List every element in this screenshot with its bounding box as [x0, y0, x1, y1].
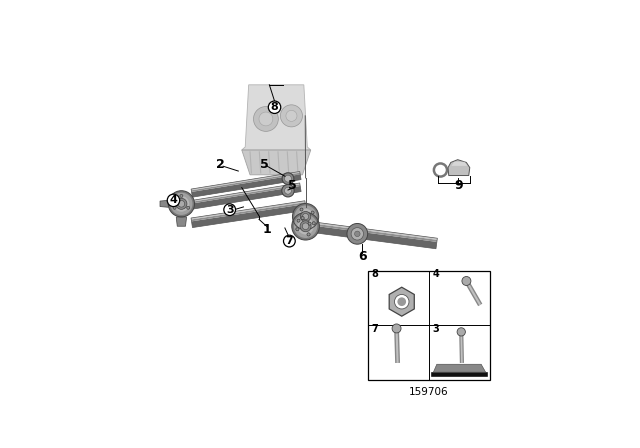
Text: 4: 4	[433, 269, 439, 279]
Polygon shape	[448, 159, 470, 176]
Polygon shape	[242, 150, 311, 175]
Circle shape	[301, 217, 303, 219]
Circle shape	[296, 228, 299, 231]
Circle shape	[462, 276, 471, 285]
Circle shape	[188, 207, 189, 209]
Polygon shape	[191, 183, 300, 201]
Circle shape	[187, 206, 190, 209]
Text: 1: 1	[262, 223, 271, 236]
Circle shape	[392, 324, 401, 333]
Circle shape	[285, 187, 291, 194]
Circle shape	[170, 193, 193, 215]
Circle shape	[259, 112, 273, 126]
Circle shape	[176, 198, 187, 209]
Circle shape	[224, 204, 236, 215]
Polygon shape	[306, 221, 437, 239]
Circle shape	[282, 185, 294, 197]
Polygon shape	[433, 364, 486, 372]
Polygon shape	[176, 217, 187, 226]
Polygon shape	[191, 201, 305, 219]
Circle shape	[285, 175, 291, 182]
Polygon shape	[389, 287, 414, 316]
Polygon shape	[191, 172, 300, 190]
Text: 4: 4	[170, 195, 177, 205]
Circle shape	[312, 222, 316, 225]
Polygon shape	[191, 172, 300, 192]
Text: 7: 7	[371, 323, 378, 334]
Text: 3: 3	[433, 323, 439, 334]
Polygon shape	[431, 372, 488, 376]
Polygon shape	[242, 85, 311, 150]
Circle shape	[307, 233, 310, 236]
Circle shape	[355, 231, 360, 237]
Circle shape	[300, 208, 303, 211]
Circle shape	[180, 194, 183, 198]
Circle shape	[394, 294, 409, 309]
Circle shape	[292, 203, 319, 230]
Polygon shape	[191, 174, 301, 197]
Circle shape	[282, 173, 294, 185]
Circle shape	[253, 107, 278, 131]
Circle shape	[297, 219, 300, 222]
Circle shape	[292, 212, 319, 240]
Circle shape	[168, 191, 195, 217]
Circle shape	[294, 206, 317, 228]
Text: 159706: 159706	[409, 388, 449, 397]
Circle shape	[296, 228, 298, 230]
Circle shape	[313, 222, 315, 224]
Circle shape	[280, 105, 303, 127]
Polygon shape	[306, 221, 437, 240]
Text: 5: 5	[260, 158, 269, 171]
Circle shape	[397, 297, 406, 306]
Text: 8: 8	[371, 269, 378, 279]
Polygon shape	[191, 184, 300, 203]
Polygon shape	[191, 201, 305, 220]
Circle shape	[302, 223, 309, 229]
Circle shape	[173, 207, 175, 209]
Circle shape	[167, 194, 180, 207]
Circle shape	[180, 195, 182, 197]
Circle shape	[173, 196, 189, 212]
Text: 2: 2	[216, 158, 225, 171]
Text: 8: 8	[271, 102, 278, 112]
Circle shape	[311, 211, 314, 214]
Polygon shape	[305, 224, 437, 249]
Circle shape	[347, 224, 367, 244]
Circle shape	[301, 216, 304, 220]
Polygon shape	[191, 183, 300, 202]
Text: 6: 6	[358, 250, 367, 263]
Circle shape	[312, 211, 314, 213]
Circle shape	[351, 228, 364, 240]
Polygon shape	[451, 162, 467, 166]
Circle shape	[301, 209, 303, 211]
Text: 7: 7	[285, 236, 293, 246]
Circle shape	[173, 206, 176, 209]
Text: 9: 9	[454, 179, 463, 192]
Polygon shape	[306, 223, 437, 242]
Circle shape	[300, 221, 311, 232]
Circle shape	[298, 220, 300, 222]
Circle shape	[284, 235, 295, 247]
Polygon shape	[160, 200, 168, 207]
Circle shape	[300, 211, 311, 222]
Circle shape	[303, 214, 308, 220]
Polygon shape	[191, 204, 307, 228]
Circle shape	[308, 222, 311, 225]
Circle shape	[178, 201, 185, 207]
Circle shape	[298, 209, 314, 224]
Circle shape	[298, 218, 314, 234]
Polygon shape	[191, 172, 300, 190]
Circle shape	[308, 233, 310, 235]
Bar	[367, 271, 490, 380]
Text: 5: 5	[288, 179, 296, 192]
Circle shape	[308, 223, 310, 224]
Circle shape	[294, 215, 317, 238]
Circle shape	[268, 101, 281, 113]
Circle shape	[457, 328, 465, 336]
Circle shape	[286, 110, 297, 121]
Polygon shape	[191, 186, 301, 209]
Text: 3: 3	[226, 205, 234, 215]
Polygon shape	[191, 202, 305, 221]
